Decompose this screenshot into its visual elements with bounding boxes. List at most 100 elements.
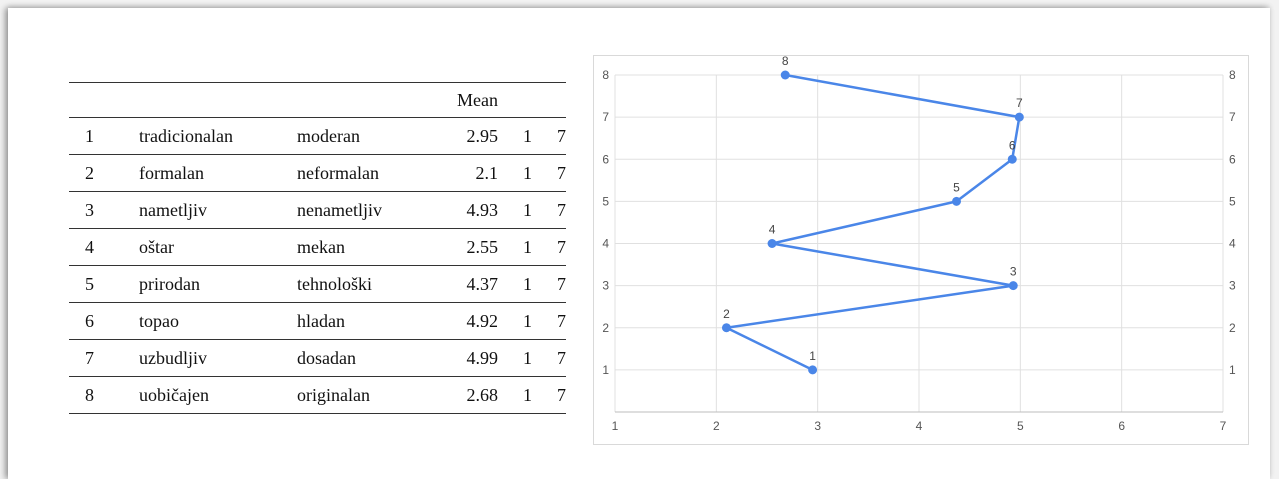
row-max: 7	[532, 265, 566, 303]
y-tick-label-right: 6	[1229, 152, 1236, 166]
row-num: 1	[69, 117, 139, 155]
table-row: 4 oštar mekan 2.55 1 7	[69, 228, 566, 266]
header-num	[69, 82, 139, 118]
row-min: 1	[498, 339, 532, 377]
table-row: 3 nametljiv nenametljiv 4.93 1 7	[69, 191, 566, 229]
table-row: 2 formalan neformalan 2.1 1 7	[69, 154, 566, 192]
table-row: 1 tradicionalan moderan 2.95 1 7	[69, 117, 566, 155]
row-max: 7	[532, 191, 566, 229]
data-point	[951, 196, 961, 206]
data-point	[1014, 112, 1024, 122]
row-num: 8	[69, 376, 139, 414]
row-num: 6	[69, 302, 139, 340]
x-tick-label: 7	[1220, 419, 1227, 433]
row-left: uobičajen	[139, 376, 297, 414]
data-point	[808, 365, 818, 375]
row-min: 1	[498, 376, 532, 414]
row-right: originalan	[297, 376, 422, 414]
y-tick-label-right: 2	[1229, 321, 1236, 335]
row-mean: 4.37	[422, 265, 498, 303]
row-max: 7	[532, 339, 566, 377]
row-min: 1	[498, 228, 532, 266]
row-min: 1	[498, 117, 532, 155]
data-label: 5	[953, 180, 960, 194]
row-right: mekan	[297, 228, 422, 266]
y-tick-label-left: 7	[602, 110, 609, 124]
row-num: 4	[69, 228, 139, 266]
row-min: 1	[498, 191, 532, 229]
row-right: dosadan	[297, 339, 422, 377]
profile-chart: 1 2 3 4 5 6 7 1 1 2 2 3 3 4 4 5 5 6 6 7 7 8 8 1 2 3 4 5 6 7 8	[593, 55, 1249, 445]
header-mean: Mean	[422, 82, 498, 118]
row-mean: 4.93	[422, 191, 498, 229]
y-tick-label-left: 6	[602, 152, 609, 166]
data-point	[1007, 154, 1017, 164]
data-point	[767, 239, 777, 248]
data-label: 8	[782, 55, 789, 68]
data-label: 7	[1016, 96, 1023, 110]
data-point	[1008, 281, 1018, 291]
row-right: tehnološki	[297, 265, 422, 303]
y-tick-label-left: 2	[602, 321, 609, 335]
data-label: 1	[809, 349, 816, 363]
row-min: 1	[498, 302, 532, 340]
row-mean: 2.1	[422, 154, 498, 192]
table-row: 6 topao hladan 4.92 1 7	[69, 302, 566, 340]
row-right: hladan	[297, 302, 422, 340]
row-left: tradicionalan	[139, 117, 297, 155]
data-label: 6	[1009, 138, 1016, 152]
y-tick-label-right: 5	[1229, 194, 1236, 208]
y-tick-label-right: 7	[1229, 110, 1236, 124]
table-row: 7 uzbudljiv dosadan 4.99 1 7	[69, 339, 566, 377]
row-left: topao	[139, 302, 297, 340]
row-max: 7	[532, 154, 566, 192]
header-right	[297, 82, 422, 118]
row-right: neformalan	[297, 154, 422, 192]
row-left: prirodan	[139, 265, 297, 303]
y-tick-label-right: 1	[1229, 363, 1236, 377]
row-max: 7	[532, 228, 566, 266]
data-point	[721, 323, 731, 333]
row-left: uzbudljiv	[139, 339, 297, 377]
row-right: moderan	[297, 117, 422, 155]
row-max: 7	[532, 302, 566, 340]
chart-frame	[593, 55, 1249, 445]
row-min: 1	[498, 265, 532, 303]
y-tick-label-left: 5	[602, 194, 609, 208]
row-right: nenametljiv	[297, 191, 422, 229]
table-row: 5 prirodan tehnološki 4.37 1 7	[69, 265, 566, 303]
row-num: 7	[69, 339, 139, 377]
data-label: 4	[769, 223, 776, 237]
row-max: 7	[532, 376, 566, 414]
header-max	[532, 82, 566, 118]
y-tick-label-left: 1	[602, 363, 609, 377]
profile-line-chart: 1 2 3 4 5 6 7 1 1 2 2 3 3 4 4 5 5 6 6 7 7 8 8 1 2 3 4 5 6 7 8	[593, 55, 1249, 445]
row-left: oštar	[139, 228, 297, 266]
x-tick-label: 6	[1118, 419, 1125, 433]
row-mean: 4.92	[422, 302, 498, 340]
x-tick-label: 1	[612, 419, 619, 433]
header-min	[498, 82, 532, 118]
row-num: 3	[69, 191, 139, 229]
row-mean: 2.95	[422, 117, 498, 155]
y-tick-label-left: 8	[602, 68, 609, 82]
y-tick-label-right: 4	[1229, 237, 1236, 251]
row-mean: 2.55	[422, 228, 498, 266]
data-label: 3	[1010, 265, 1017, 279]
data-point	[780, 70, 790, 80]
row-num: 2	[69, 154, 139, 192]
row-mean: 4.99	[422, 339, 498, 377]
semantic-differential-table: Mean 1 tradicionalan moderan 2.95 1 7 2 …	[69, 82, 566, 414]
data-label: 2	[723, 307, 730, 321]
x-tick-label: 2	[713, 419, 720, 433]
row-num: 5	[69, 265, 139, 303]
y-tick-label-right: 8	[1229, 68, 1236, 82]
row-mean: 2.68	[422, 376, 498, 414]
y-tick-label-left: 3	[602, 279, 609, 293]
series-line	[725, 73, 1021, 371]
table-row: 8 uobičajen originalan 2.68 1 7	[69, 376, 566, 414]
row-left: formalan	[139, 154, 297, 192]
x-tick-label: 4	[916, 419, 923, 433]
row-left: nametljiv	[139, 191, 297, 229]
y-tick-label-right: 3	[1229, 279, 1236, 293]
